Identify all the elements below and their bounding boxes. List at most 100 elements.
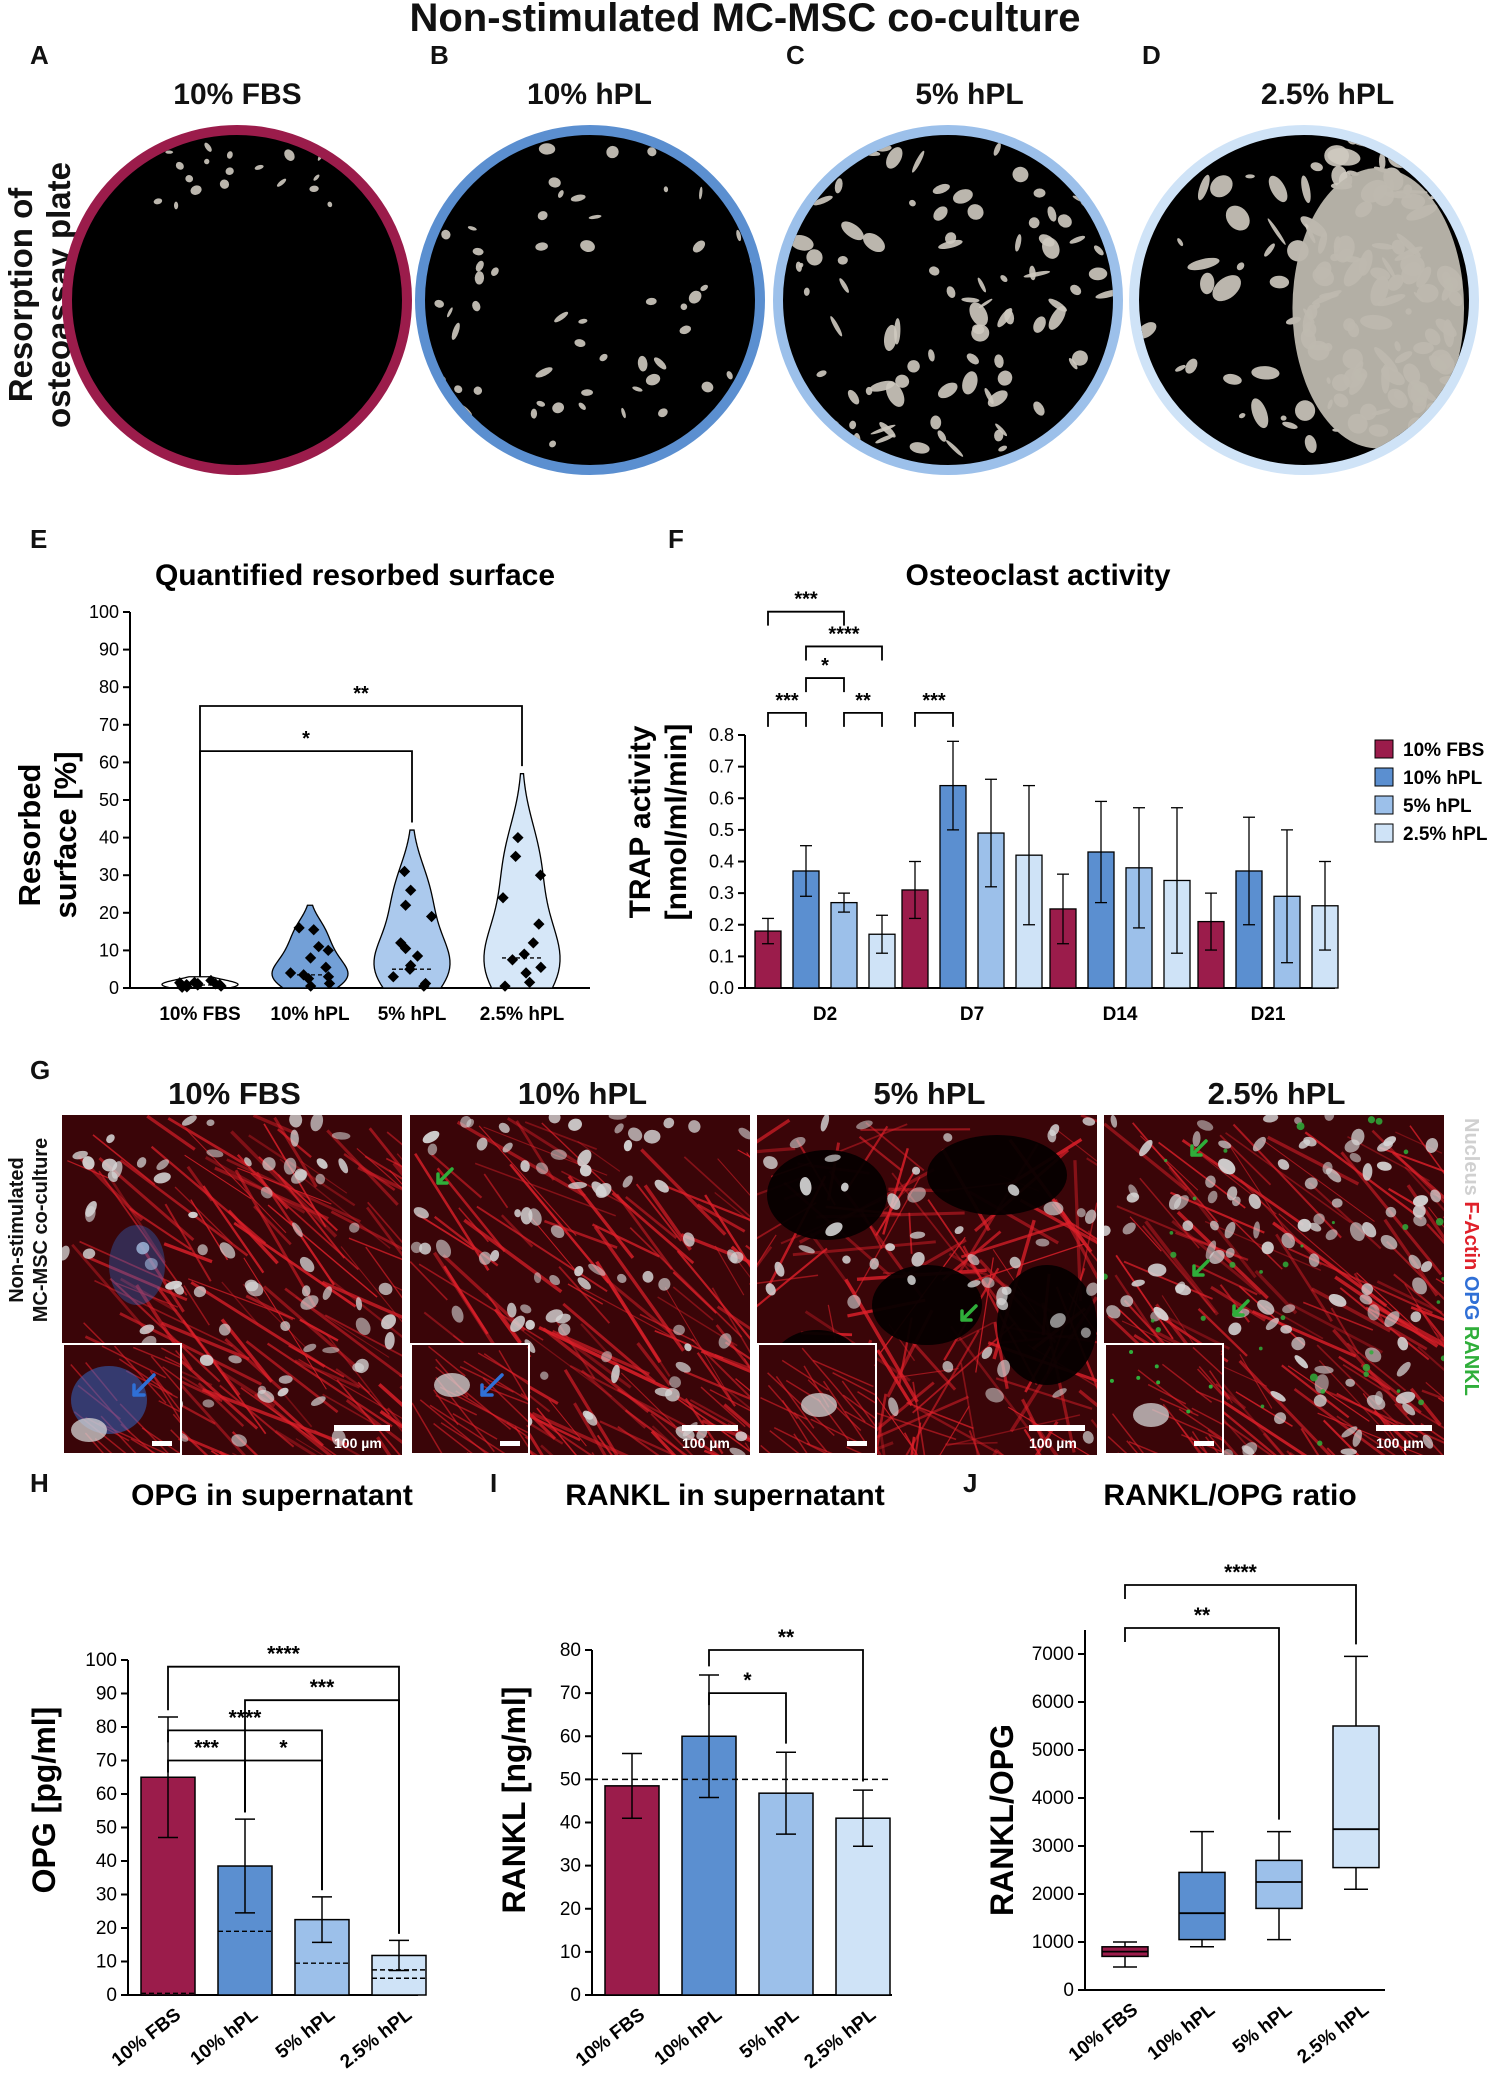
resorbed-area (699, 186, 703, 200)
inset-fiber (769, 1430, 800, 1453)
nucleus (820, 1115, 830, 1132)
nucleus (1001, 1286, 1012, 1295)
nucleus (1425, 1138, 1439, 1153)
resorbed-area (578, 402, 586, 410)
resorbed-area (946, 286, 956, 298)
resorbed-area (875, 434, 895, 444)
micrograph-2: 100 µm (757, 1115, 1097, 1455)
actin-fiber (174, 1186, 233, 1244)
nucleus (1282, 1304, 1296, 1314)
resorbed-area (930, 415, 942, 430)
nucleus (1049, 1124, 1060, 1136)
panel-label-f: F (668, 524, 684, 554)
actin-fiber (288, 1344, 345, 1378)
actin-fiber (714, 1191, 750, 1222)
actin-fiber (1300, 1427, 1320, 1455)
actin-fiber (993, 1321, 1009, 1390)
nucleus (1430, 1189, 1442, 1203)
inset-bg (1106, 1345, 1222, 1453)
resorbed-area (474, 271, 485, 285)
nucleus (1412, 1277, 1427, 1295)
panel-label-e: E (30, 524, 48, 554)
resorption-dish-0 (62, 125, 412, 475)
actin-fiber (274, 1429, 318, 1455)
nucleus (193, 1286, 207, 1298)
nucleus (1298, 1139, 1311, 1149)
chart-i-y-tick-label: 10 (560, 1942, 581, 1963)
chart-e-point (520, 967, 532, 979)
actin-fiber (252, 1115, 298, 1136)
actin-fiber (357, 1381, 390, 1415)
chart-e-point (535, 961, 547, 973)
nucleus (1043, 1201, 1064, 1216)
inset-fiber (153, 1376, 180, 1421)
chart-f-x-label: D2 (813, 1004, 837, 1025)
resorbed-area (1177, 238, 1184, 247)
chart-h-y-tick-label: 70 (96, 1751, 117, 1772)
chart-f-sig-2-bracket (805, 677, 845, 693)
actin-fiber (1334, 1275, 1439, 1348)
actin-fiber (691, 1338, 750, 1399)
nucleus (181, 1115, 197, 1126)
chart-j-y-tick-label: 1000 (1032, 1932, 1074, 1953)
rankl-signal (1229, 1261, 1236, 1268)
chart-e-x-label: 10% hPL (270, 1004, 350, 1025)
nucleus (1120, 1295, 1134, 1308)
actin-fiber (184, 1154, 252, 1199)
actin-fiber (591, 1223, 660, 1258)
inset-fiber (760, 1397, 808, 1421)
inset-scalebar (500, 1441, 520, 1446)
nucleus (1168, 1194, 1182, 1210)
actin-fiber (913, 1405, 1005, 1455)
nucleus (601, 1351, 613, 1363)
resorbed-area (1139, 448, 1154, 465)
resorbed-area (472, 247, 484, 256)
actin-fiber (1360, 1363, 1422, 1414)
chart-e-point (205, 974, 217, 987)
actin-fiber (581, 1287, 686, 1345)
chart-e-point (499, 980, 511, 992)
rankl-signal (1258, 1346, 1263, 1351)
resorbed-area (790, 235, 814, 251)
actin-fiber (1142, 1225, 1216, 1314)
chart-e-point (180, 978, 193, 991)
inset-fiber (84, 1432, 105, 1453)
actin-fiber (524, 1121, 598, 1151)
chart-i-y-tick-label: 20 (560, 1899, 581, 1920)
nucleus (478, 1251, 492, 1265)
actin-fiber (1021, 1398, 1044, 1440)
nucleus (1277, 1159, 1290, 1170)
actin-fiber (580, 1369, 647, 1429)
rankl-signal (1260, 1404, 1265, 1409)
chart-h-y-tick-label: 40 (96, 1851, 117, 1872)
nucleus (139, 1324, 155, 1335)
actin-fiber (1238, 1285, 1306, 1347)
chart-f-legend-label: 2.5% hPL (1403, 824, 1488, 845)
resorbed-area (791, 185, 816, 198)
actin-fiber (975, 1257, 994, 1373)
nucleus (824, 1154, 841, 1162)
inset-fiber (1208, 1434, 1222, 1453)
chart-h-sig-4-bracket (167, 1665, 400, 1934)
inset-scalebar (847, 1441, 867, 1446)
rankl-signal (1402, 1223, 1409, 1231)
chart-i-y-tick-label: 0 (570, 1985, 581, 2006)
actin-fiber (757, 1234, 777, 1266)
nucleus (1035, 1238, 1050, 1247)
inset-fiber (822, 1380, 867, 1445)
rankl-signal (1367, 1116, 1376, 1124)
nucleus (765, 1283, 776, 1296)
nucleus (658, 1277, 671, 1291)
resorbed-area (1143, 169, 1165, 192)
nucleus (1241, 1445, 1255, 1455)
chart-f-trap-bars: Osteoclast activity TRAP activity [nmol/ml… (624, 559, 1488, 1025)
actin-fiber (1409, 1125, 1444, 1175)
nucleus (799, 1177, 812, 1196)
inset-scalebar (152, 1441, 172, 1446)
nucleus (550, 1225, 565, 1238)
actin-fiber (340, 1246, 402, 1323)
chart-h-y-tick-label: 30 (96, 1885, 117, 1906)
inset-fiber (498, 1350, 528, 1402)
nucleus (1082, 1431, 1094, 1444)
resorbed-area (1101, 141, 1112, 153)
